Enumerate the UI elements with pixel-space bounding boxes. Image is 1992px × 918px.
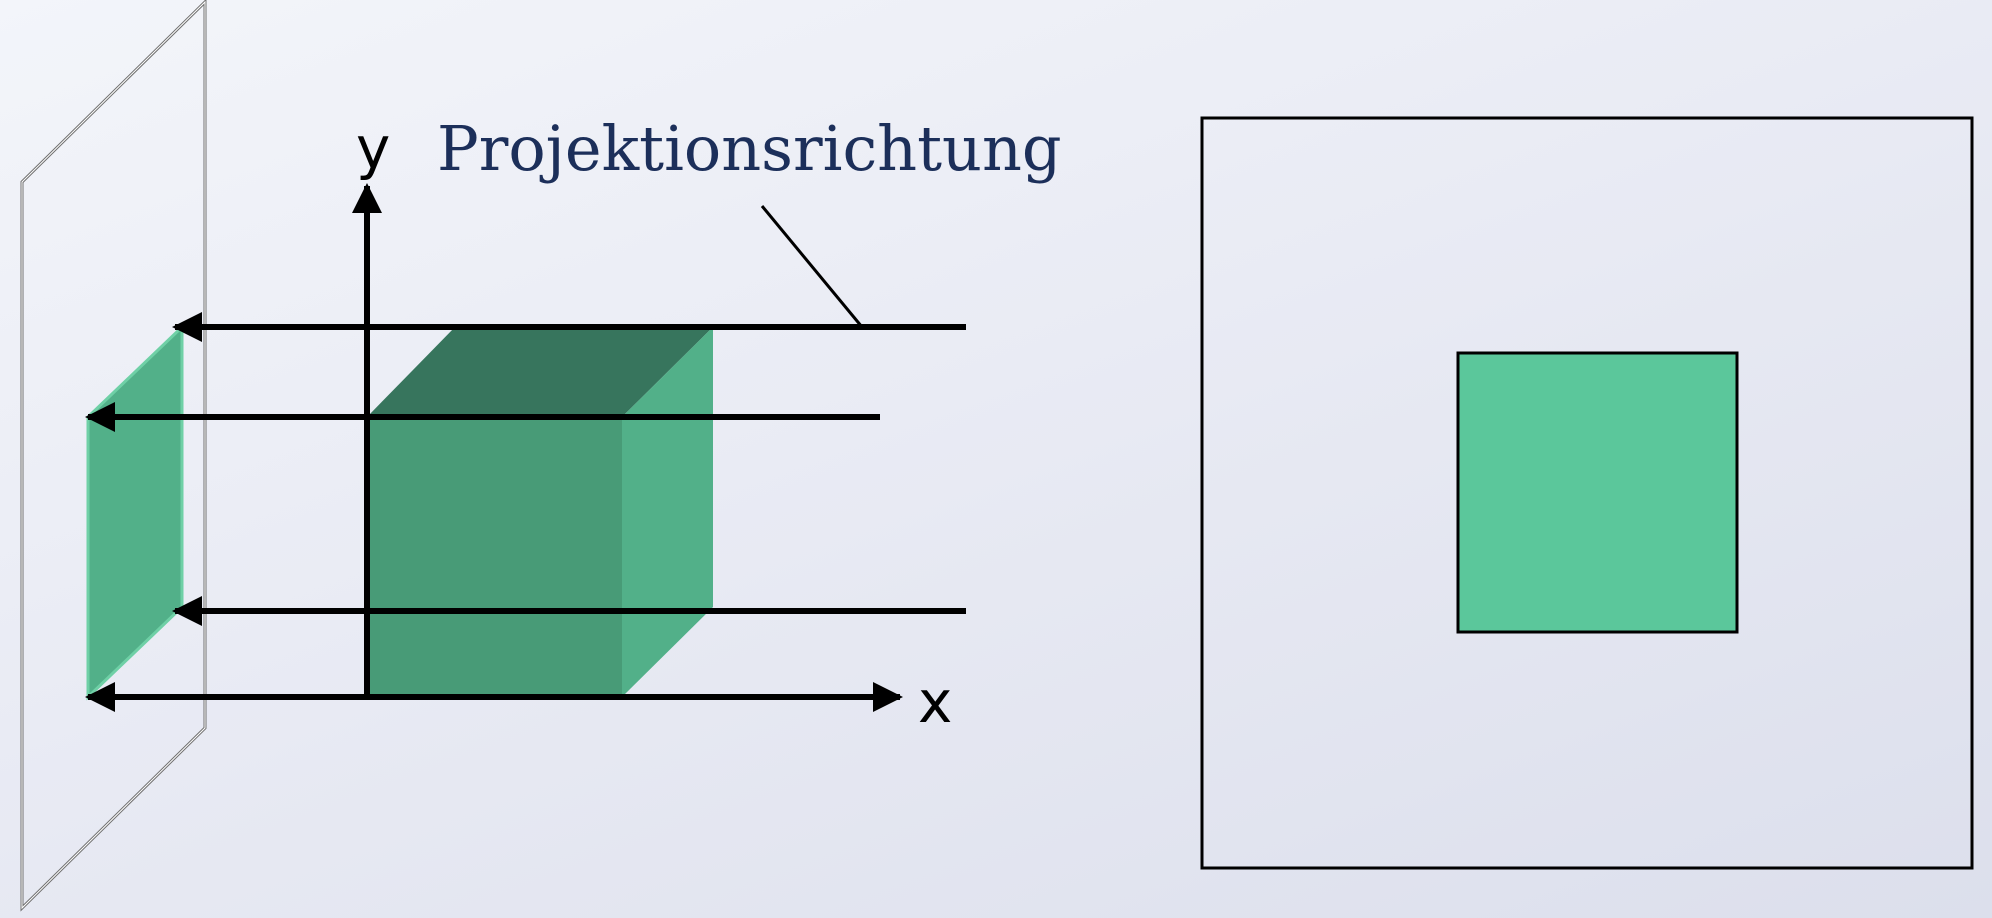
x-axis-label: x <box>918 668 952 736</box>
cube-top-face <box>367 327 713 417</box>
projection-view-frame <box>1200 116 1974 870</box>
projection-rays <box>85 312 966 712</box>
projection-plane <box>20 0 207 912</box>
direction-label: Projektionsrichtung <box>437 112 1062 185</box>
projected-face <box>86 323 184 701</box>
cube <box>367 327 713 697</box>
cube-front-face <box>367 417 622 697</box>
label-leader-line <box>760 205 864 328</box>
projected-square <box>1456 351 1739 634</box>
y-axis-label: y <box>356 114 390 182</box>
